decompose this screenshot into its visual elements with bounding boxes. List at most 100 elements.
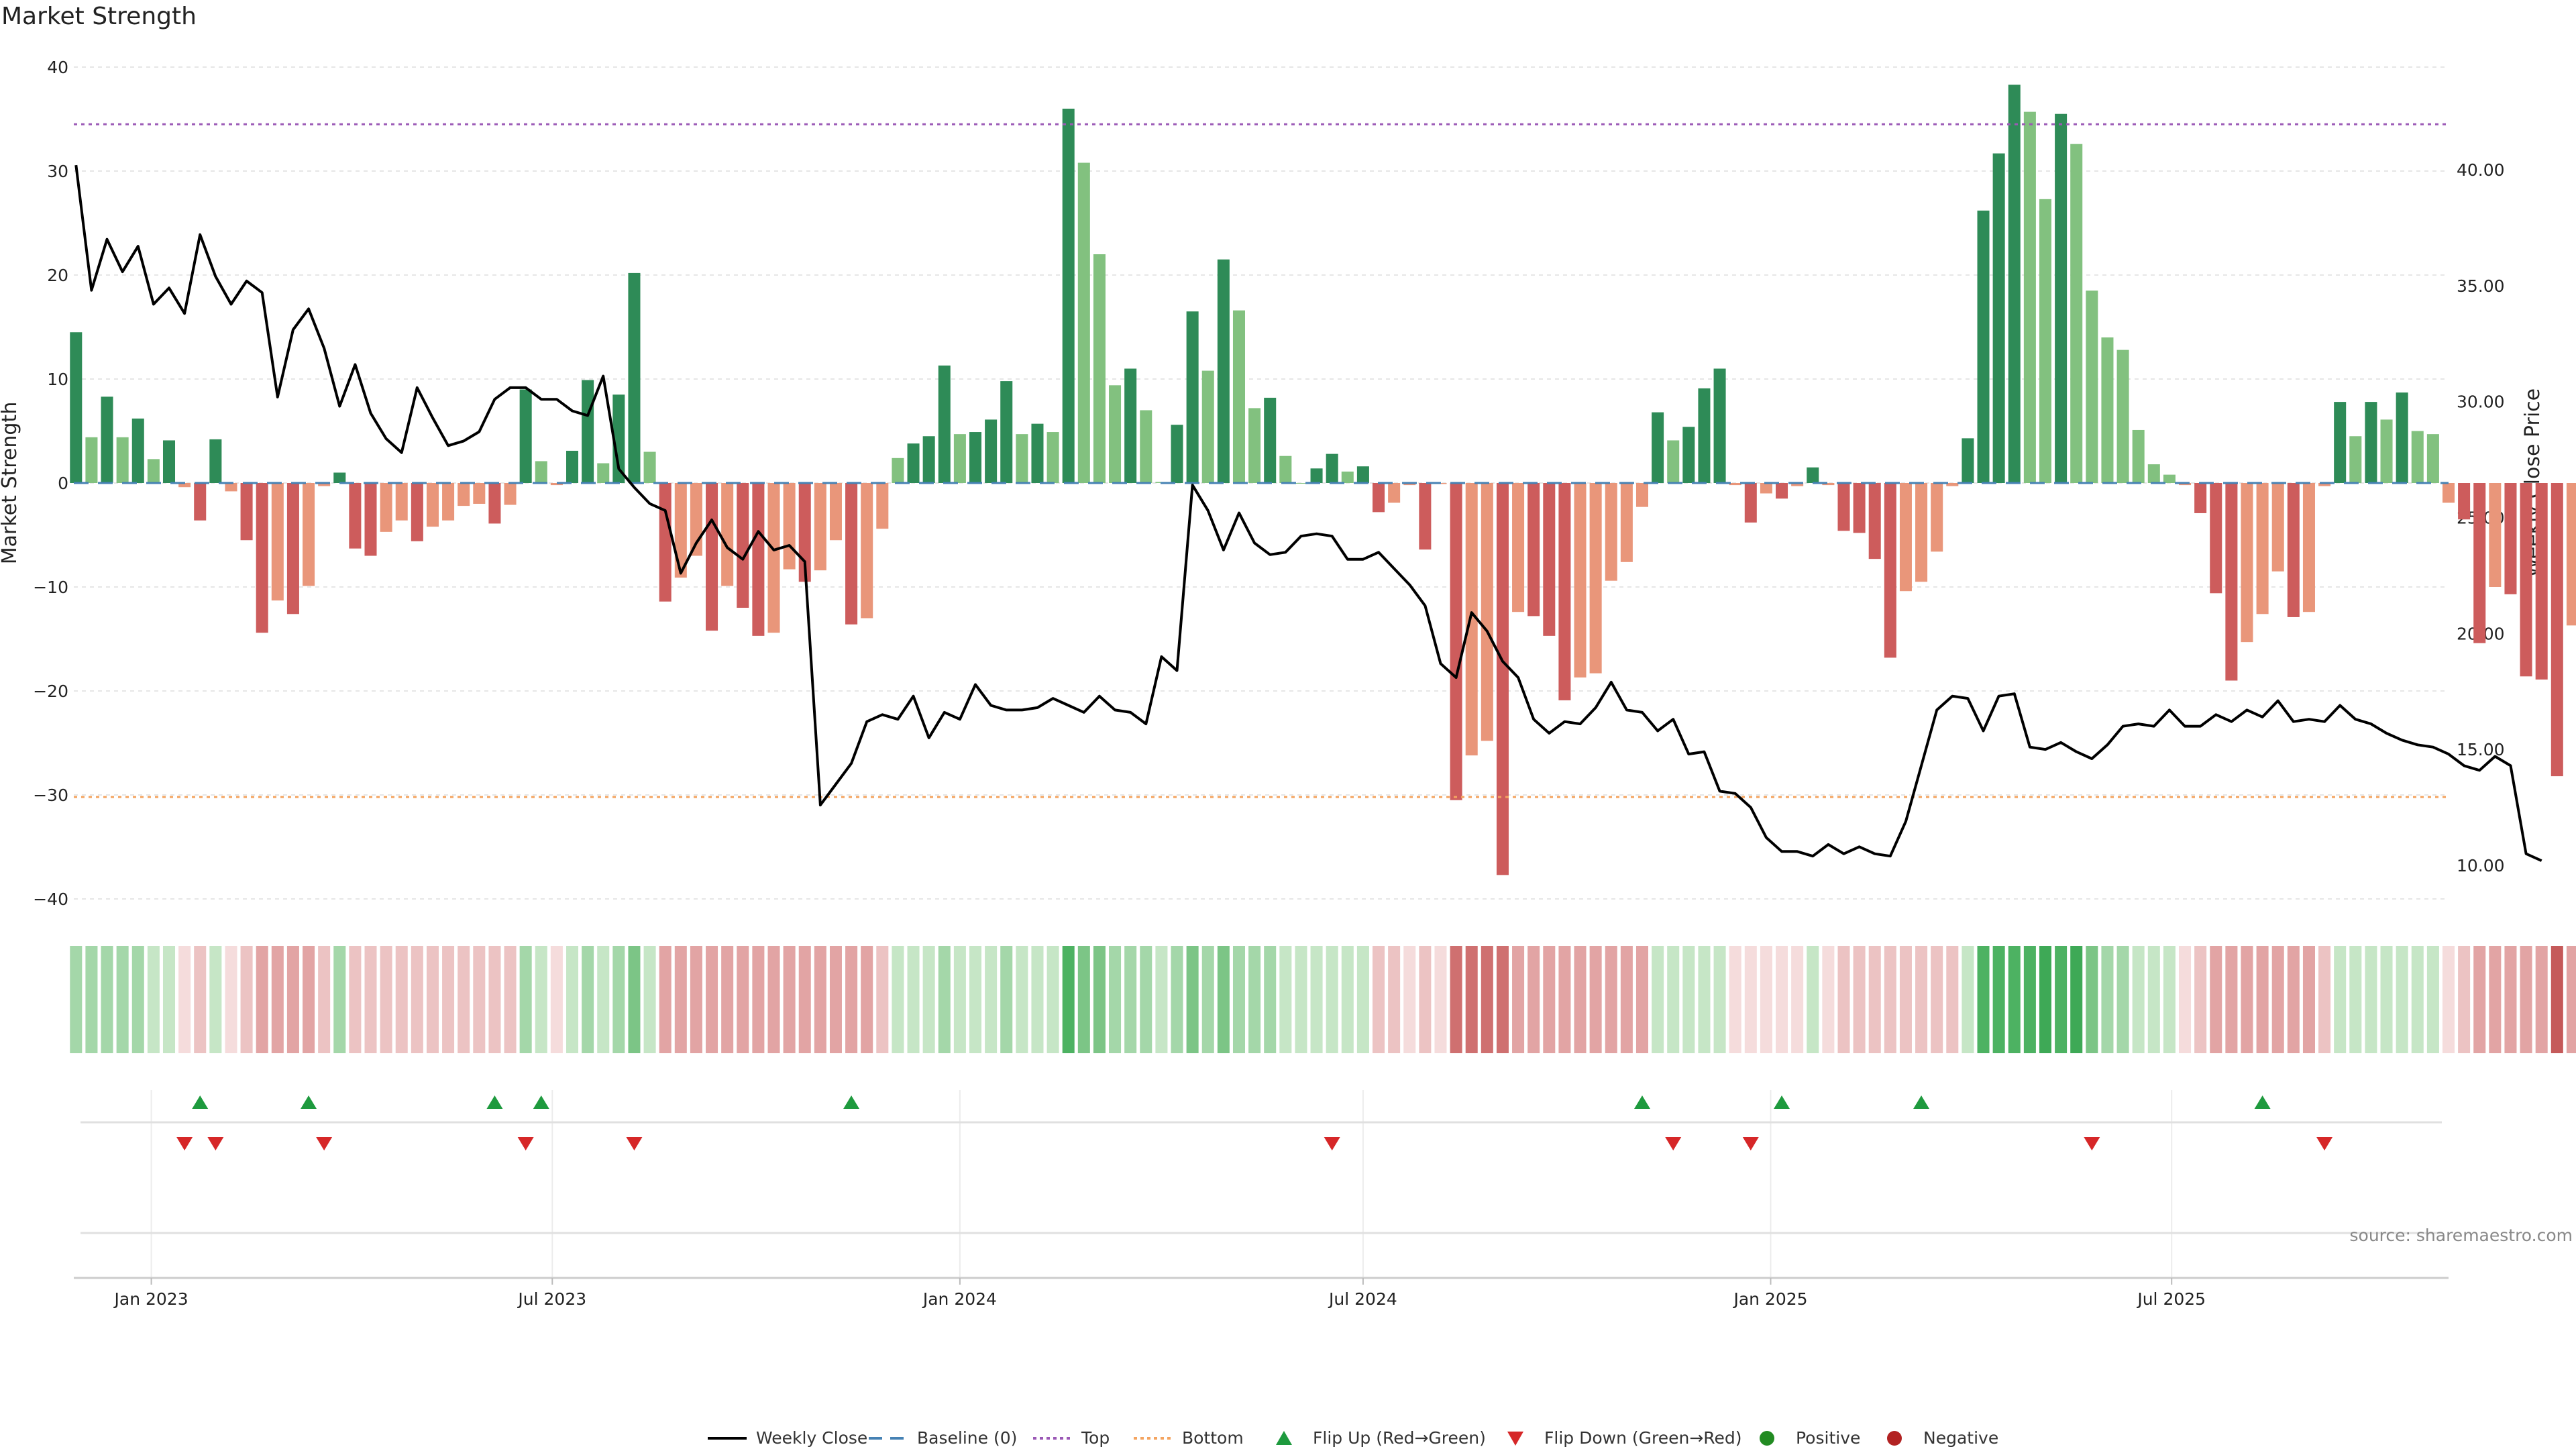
strength-bar: [2504, 483, 2517, 594]
strength-band-cell: [1868, 946, 1881, 1053]
strength-bar: [1713, 368, 1726, 483]
y-left-tick-label: −30: [33, 786, 68, 805]
strength-band-cell: [271, 946, 284, 1053]
strength-bar: [1574, 483, 1587, 678]
flip-up-marker: [1913, 1095, 1930, 1109]
strength-bar: [845, 483, 858, 625]
strength-band-cell: [1652, 946, 1664, 1053]
strength-band-cell: [318, 946, 331, 1053]
strength-band-cell: [70, 946, 83, 1053]
strength-bar: [2023, 111, 2036, 483]
flip-down-marker: [176, 1137, 193, 1150]
strength-band-cell: [907, 946, 920, 1053]
x-tick-label: Jul 2025: [2136, 1289, 2206, 1309]
strength-band-cell: [659, 946, 672, 1053]
strength-bar: [1279, 455, 1292, 483]
flip-down-marker: [517, 1137, 534, 1150]
strength-bar: [1356, 466, 1369, 483]
strength-band-cell: [2426, 946, 2439, 1053]
strength-bar: [2116, 350, 2129, 483]
strength-band-cell: [1016, 946, 1028, 1053]
strength-band-cell: [1791, 946, 1804, 1053]
strength-bar: [1388, 483, 1401, 503]
strength-bar: [2271, 483, 2284, 572]
legend-label: Flip Up (Red→Green): [1313, 1428, 1486, 1448]
strength-band-cell: [349, 946, 362, 1053]
strength-bar: [2163, 474, 2176, 483]
flip-down-marker: [1324, 1137, 1340, 1150]
strength-bar: [1248, 408, 1261, 483]
strength-band-cell: [162, 946, 176, 1053]
strength-band-cell: [488, 946, 501, 1053]
legend-label: Positive: [1796, 1428, 1860, 1448]
strength-bar: [1915, 483, 1928, 582]
x-tick-label: Jul 2023: [517, 1289, 586, 1309]
strength-band-cell: [1155, 946, 1168, 1053]
strength-bar: [303, 483, 315, 586]
strength-bar: [1620, 483, 1633, 562]
strength-bar: [1807, 467, 1819, 483]
strength-bar: [2489, 483, 2502, 587]
strength-band-cell: [2396, 946, 2408, 1053]
strength-band-cell: [1109, 946, 1122, 1053]
strength-band-cell: [550, 946, 563, 1053]
strength-band-cell: [706, 946, 718, 1053]
strength-bar: [721, 483, 734, 586]
flip-down-marker: [316, 1137, 333, 1150]
y-right-tick-label: 40.00: [2457, 160, 2505, 180]
strength-band-cell: [2504, 946, 2517, 1053]
strength-bar: [535, 461, 547, 483]
strength-band-cell: [1031, 946, 1044, 1053]
weekly-close-line: [74, 164, 2542, 862]
strength-band-cell: [1450, 946, 1462, 1053]
strength-bar: [1295, 483, 1307, 484]
strength-band-cell: [2210, 946, 2222, 1053]
strength-band-cell: [643, 946, 656, 1053]
strength-band-cell: [225, 946, 237, 1053]
strength-band-cell: [1899, 946, 1912, 1053]
legend-swatch-flip-up: [1276, 1431, 1292, 1445]
strength-band-cell: [1496, 946, 1509, 1053]
strength-bar: [1652, 412, 1664, 483]
strength-bar: [1217, 259, 1230, 483]
strength-band-cell: [798, 946, 811, 1053]
strength-band-cell: [1729, 946, 1741, 1053]
strength-bar: [2396, 392, 2408, 483]
strength-band-cell: [922, 946, 935, 1053]
x-tick-label: Jul 2024: [1328, 1289, 1397, 1309]
strength-band-cell: [1512, 946, 1525, 1053]
strength-band-cell: [1295, 946, 1307, 1053]
strength-band-cell: [1713, 946, 1726, 1053]
strength-band-cell: [2271, 946, 2284, 1053]
strength-band-cell: [1481, 946, 1493, 1053]
strength-bar: [1046, 432, 1059, 483]
strength-bar: [2225, 483, 2238, 681]
strength-bar: [2132, 429, 2145, 483]
strength-band-cell: [2349, 946, 2362, 1053]
chart-title: Market Strength: [1, 3, 197, 30]
strength-band-cell: [1140, 946, 1152, 1053]
strength-bar: [1931, 483, 1943, 552]
strength-band-cell: [892, 946, 904, 1053]
strength-band-cell: [2411, 946, 2424, 1053]
strength-bar: [442, 483, 455, 521]
legend-swatch-positive: [1760, 1431, 1774, 1446]
strength-bar: [1776, 483, 1788, 499]
strength-bar: [628, 272, 641, 483]
strength-bar: [2179, 483, 2192, 486]
x-tick-label: Jan 2023: [113, 1289, 189, 1309]
strength-band-cell: [752, 946, 765, 1053]
strength-band-cell: [1093, 946, 1106, 1053]
strength-bar: [1899, 483, 1912, 592]
strength-bar: [550, 483, 563, 486]
strength-bar: [2241, 483, 2253, 643]
strength-band-cell: [395, 946, 408, 1053]
strength-band-cell: [1465, 946, 1478, 1053]
strength-band-cell: [85, 946, 98, 1053]
strength-band-cell: [2334, 946, 2347, 1053]
strength-band-cell: [1232, 946, 1245, 1053]
strength-bar: [1992, 153, 2005, 483]
strength-bar: [861, 483, 873, 619]
strength-band-cell: [2194, 946, 2207, 1053]
strength-bar: [1837, 483, 1850, 531]
